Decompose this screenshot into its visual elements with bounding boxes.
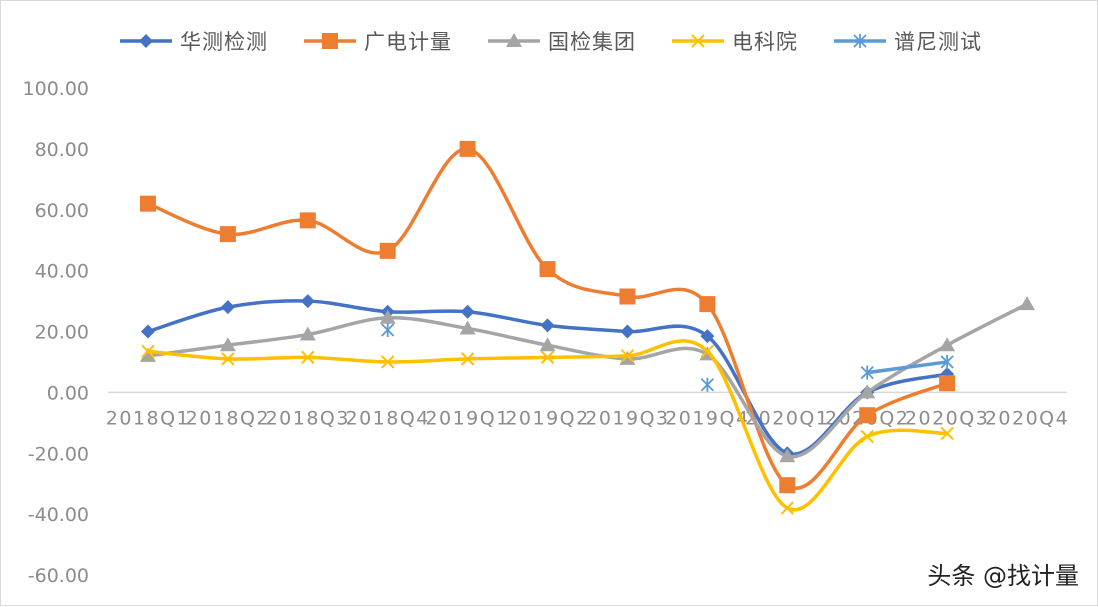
- data-point-marker: [620, 349, 635, 363]
- data-point-marker: [381, 355, 395, 369]
- series-line: [146, 302, 1029, 459]
- data-point-marker: [619, 288, 636, 305]
- legend-swatch-icon: [120, 34, 172, 48]
- y-tick-label: -60.00: [28, 565, 89, 587]
- legend-marker: [853, 34, 867, 48]
- data-point-marker: [860, 365, 874, 380]
- y-tick-label: 20.00: [35, 322, 89, 344]
- data-point-marker: [459, 320, 476, 335]
- legend-marker: [691, 34, 705, 48]
- data-point-marker: [381, 322, 395, 337]
- data-point-marker: [859, 384, 876, 399]
- y-tick-label: 0.00: [47, 382, 89, 404]
- data-point-marker: [939, 375, 956, 392]
- data-point-marker: [540, 318, 555, 333]
- data-point-marker: [299, 212, 316, 229]
- y-tick-label: 60.00: [35, 200, 89, 222]
- legend-item: 电科院: [670, 26, 798, 56]
- data-point-marker: [940, 354, 954, 369]
- x-tick-label: 2020Q3: [905, 407, 989, 429]
- data-point-marker: [860, 429, 874, 444]
- data-point-marker: [619, 350, 636, 365]
- data-point-marker: [300, 294, 315, 309]
- x-tick-label: 2019Q4: [665, 407, 749, 429]
- y-tick-label: -20.00: [28, 443, 89, 465]
- data-point-marker: [779, 448, 796, 463]
- legend: 华测检测 广电计量 国检集团 电科院 谱尼测试: [1, 23, 1098, 59]
- data-point-marker: [140, 324, 155, 339]
- x-tick-label: 2018Q2: [186, 407, 270, 429]
- x-tick-label: 2019Q1: [425, 407, 509, 429]
- series-3: [139, 296, 1036, 463]
- y-tick-label: 80.00: [35, 139, 89, 161]
- data-point-marker: [139, 347, 156, 362]
- data-point-marker: [139, 195, 156, 212]
- data-point-marker: [539, 261, 556, 278]
- legend-label: 华测检测: [180, 30, 268, 54]
- series-2: [139, 140, 956, 494]
- data-point-marker: [219, 337, 236, 352]
- data-point-marker: [221, 352, 235, 366]
- legend-item: 华测检测: [118, 26, 268, 56]
- data-point-marker: [699, 296, 716, 313]
- series-line: [866, 360, 948, 375]
- data-point-marker: [379, 309, 396, 324]
- legend-swatch-icon: [488, 33, 540, 47]
- legend-label: 谱尼测试: [894, 30, 982, 54]
- data-point-marker: [700, 377, 715, 392]
- x-tick-label: 2018Q4: [346, 407, 430, 429]
- data-point-marker: [219, 226, 236, 243]
- x-tick-label: 2018Q3: [266, 407, 350, 429]
- y-tick-label: 100.00: [23, 78, 89, 100]
- series-4: [141, 339, 954, 515]
- data-point-marker: [940, 426, 954, 441]
- data-point-marker: [301, 350, 315, 365]
- data-point-marker: [700, 344, 715, 358]
- legend-marker: [139, 34, 153, 48]
- x-tick-label: 2020Q4: [985, 407, 1069, 429]
- legend-swatch-icon: [834, 34, 886, 48]
- x-tick-label: 2020Q1: [745, 407, 829, 429]
- data-point-marker: [540, 350, 555, 365]
- y-tick-label: 40.00: [35, 261, 89, 283]
- legend-swatch-icon: [304, 33, 356, 49]
- watermark-text: 头条 @找计量: [927, 562, 1079, 590]
- data-point-marker: [539, 337, 556, 352]
- data-point-marker: [379, 242, 396, 259]
- series-line: [146, 339, 949, 512]
- series-5: [381, 322, 954, 392]
- data-point-marker: [939, 337, 956, 352]
- legend-marker: [506, 33, 522, 47]
- legend-label: 国检集团: [548, 30, 636, 54]
- legend-item: 国检集团: [486, 26, 636, 56]
- data-point-marker: [299, 326, 316, 341]
- data-point-marker: [460, 352, 475, 366]
- data-point-marker: [779, 477, 796, 494]
- data-point-marker: [141, 344, 155, 358]
- x-tick-label: 2019Q3: [585, 407, 669, 429]
- legend-swatch-icon: [672, 34, 724, 48]
- data-point-marker: [459, 140, 476, 157]
- legend-item: 广电计量: [302, 26, 452, 56]
- legend-marker: [322, 33, 338, 49]
- data-point-marker: [780, 501, 794, 515]
- legend-label: 电科院: [732, 30, 798, 54]
- data-point-marker: [700, 329, 715, 344]
- x-tick-label: 2018Q1: [106, 407, 190, 429]
- data-point-marker: [620, 324, 635, 339]
- data-point-marker: [460, 304, 475, 319]
- data-point-marker: [859, 407, 876, 424]
- x-tick-label: 2019Q2: [505, 407, 589, 429]
- legend-item: 谱尼测试: [832, 26, 982, 56]
- data-point-marker: [220, 300, 235, 315]
- y-tick-label: -40.00: [28, 504, 89, 526]
- data-point-marker: [1019, 296, 1036, 311]
- legend-label: 广电计量: [364, 30, 452, 54]
- series-1: [140, 294, 955, 461]
